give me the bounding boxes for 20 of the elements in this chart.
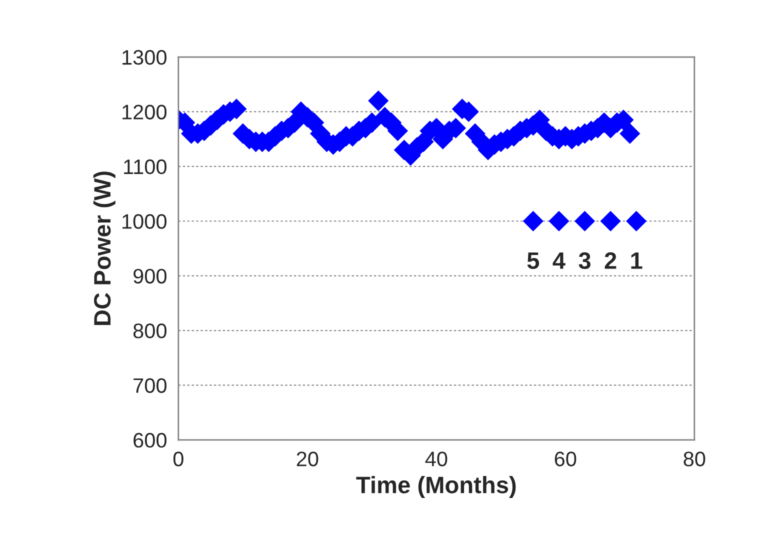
- annotation: 4: [552, 252, 566, 269]
- y-axis-title: DC Power (W): [93, 172, 116, 325]
- x-tick-label: 0: [173, 452, 184, 466]
- y-tick-label: 600: [134, 432, 166, 448]
- y-tick-label: 1300: [122, 50, 166, 65]
- x-tick-label: 80: [684, 452, 706, 466]
- x-tick-label: 40: [425, 452, 448, 466]
- x-tick-label: 20: [296, 452, 318, 466]
- y-tick-label: 700: [134, 378, 166, 393]
- annotation: 3: [578, 252, 590, 270]
- x-axis-title: Time (Months): [356, 476, 516, 498]
- annotation: 5: [527, 252, 540, 270]
- annotation: 1: [631, 252, 642, 269]
- annotation: 2: [604, 252, 616, 269]
- y-tick-label: 1100: [124, 159, 166, 174]
- y-tick-label: 900: [134, 268, 166, 284]
- y-tick-label: 1000: [122, 214, 166, 229]
- y-tick-label: 800: [133, 324, 166, 338]
- x-tick-label: 60: [554, 452, 576, 466]
- y-tick-label: 1200: [122, 104, 166, 120]
